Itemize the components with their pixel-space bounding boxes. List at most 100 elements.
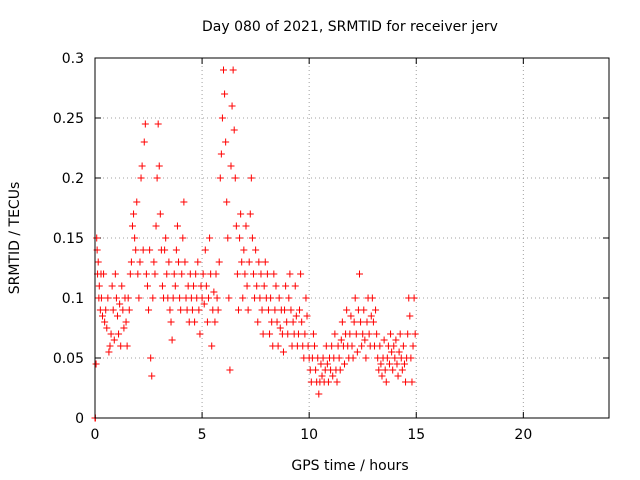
data-point	[97, 294, 105, 302]
data-point	[116, 300, 124, 308]
data-point	[337, 336, 345, 344]
data-point	[175, 258, 183, 266]
data-point	[132, 246, 140, 254]
data-point	[240, 246, 248, 254]
data-point	[166, 306, 174, 314]
data-point	[351, 294, 359, 302]
data-point	[357, 318, 365, 326]
data-point	[135, 294, 143, 302]
plot-frame	[94, 57, 610, 419]
data-point	[109, 306, 117, 314]
data-point	[192, 270, 200, 278]
data-point	[315, 390, 323, 398]
data-point	[266, 330, 274, 338]
data-point	[261, 258, 269, 266]
data-point	[152, 222, 160, 230]
data-point	[93, 234, 101, 242]
data-point	[285, 294, 293, 302]
data-point	[101, 318, 109, 326]
data-point	[213, 294, 221, 302]
y-axis-label: SRMTID / TECUs	[7, 182, 23, 295]
data-point	[376, 342, 384, 350]
data-point	[228, 102, 236, 110]
data-point	[150, 258, 158, 266]
data-point	[349, 354, 357, 362]
y-tick-label: 0.2	[62, 171, 84, 187]
data-point	[180, 198, 188, 206]
data-point	[378, 372, 386, 380]
data-point	[158, 282, 166, 290]
data-point	[391, 354, 399, 362]
data-point	[113, 312, 121, 320]
data-point	[232, 222, 240, 230]
data-point	[291, 282, 299, 290]
x-tick-label: 20	[514, 427, 532, 443]
data-point	[256, 294, 264, 302]
data-point	[362, 354, 370, 362]
data-point	[381, 366, 389, 374]
data-point	[255, 258, 263, 266]
data-point	[323, 360, 331, 368]
data-point	[311, 342, 319, 350]
data-point	[276, 324, 284, 332]
data-point	[352, 330, 360, 338]
data-point	[359, 330, 367, 338]
data-point	[136, 258, 144, 266]
data-point	[336, 366, 344, 374]
data-point	[188, 306, 196, 314]
data-point	[275, 294, 283, 302]
data-point	[343, 306, 351, 314]
data-point	[222, 138, 230, 146]
data-point	[368, 294, 376, 302]
x-tick-label: 10	[300, 427, 318, 443]
data-point	[178, 270, 186, 278]
data-point	[363, 318, 371, 326]
data-point	[409, 342, 417, 350]
data-point	[176, 294, 184, 302]
data-point	[168, 336, 176, 344]
data-point	[170, 270, 178, 278]
data-point	[126, 270, 134, 278]
data-point	[259, 330, 267, 338]
data-point	[134, 270, 142, 278]
data-point	[112, 294, 120, 302]
data-point	[133, 198, 141, 206]
data-point	[350, 318, 358, 326]
y-tick-label: 0.25	[53, 111, 84, 127]
data-point	[319, 354, 327, 362]
data-point	[393, 360, 401, 368]
data-point	[147, 354, 155, 362]
data-point	[282, 282, 290, 290]
x-axis-label: GPS time / hours	[291, 458, 408, 474]
data-point	[252, 246, 260, 254]
data-point	[208, 342, 216, 350]
data-point	[95, 282, 103, 290]
data-point	[98, 312, 106, 320]
y-tick-label: 0.05	[53, 351, 84, 367]
data-point	[128, 222, 136, 230]
data-point	[348, 342, 356, 350]
data-points	[91, 66, 419, 422]
data-point	[179, 234, 187, 242]
data-point	[258, 306, 266, 314]
data-point	[294, 330, 302, 338]
data-point	[309, 330, 317, 338]
data-point	[373, 330, 381, 338]
data-point	[298, 318, 306, 326]
data-point	[190, 282, 198, 290]
data-point	[279, 348, 287, 356]
data-point	[94, 258, 102, 266]
data-point	[220, 66, 227, 74]
data-point	[287, 306, 295, 314]
data-point	[106, 342, 114, 350]
data-point	[171, 282, 179, 290]
data-point	[153, 174, 161, 182]
data-point	[140, 138, 148, 146]
data-point	[253, 282, 261, 290]
data-point	[227, 162, 235, 170]
data-point	[263, 270, 271, 278]
data-point	[297, 270, 305, 278]
data-point	[271, 306, 279, 314]
data-point	[169, 294, 177, 302]
data-point	[249, 270, 257, 278]
